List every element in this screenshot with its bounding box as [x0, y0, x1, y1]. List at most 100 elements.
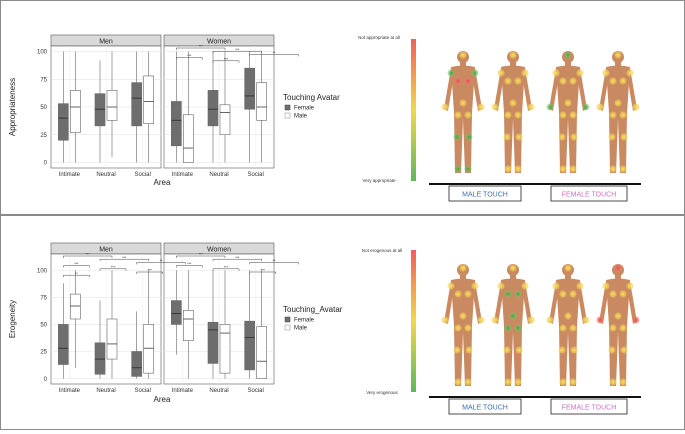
y-axis-ticks: 0 25 50 75 100: [37, 268, 48, 382]
significance-stars: ***: [86, 253, 91, 257]
body-legs: [504, 113, 522, 173]
heat-spot: [454, 378, 462, 386]
box-iqr: [106, 90, 118, 121]
body-figure: [596, 51, 640, 173]
heat-spot: [602, 282, 610, 290]
heat-spot: [564, 51, 572, 59]
heat-spot: [504, 111, 512, 119]
female-touch-box: [550, 185, 628, 202]
significance-stars: ***: [74, 262, 79, 266]
heat-spot: [569, 378, 577, 386]
heat-spot: [570, 133, 578, 141]
x-tick-label: Neutral: [96, 388, 115, 394]
heat-spot: [559, 378, 567, 386]
x-axis-title: Area: [154, 395, 171, 404]
heat-spot: [454, 324, 462, 332]
box-iqr: [58, 324, 69, 365]
legend-label-female: Female: [294, 318, 315, 324]
body-arm-left: [599, 68, 609, 111]
x-tick-label: Social: [247, 172, 263, 178]
box-series: [58, 51, 267, 163]
box-male: [106, 270, 118, 379]
significance-bracket: [176, 57, 203, 60]
heat-spot: [504, 324, 512, 332]
heat-spot: [453, 133, 461, 141]
box-iqr: [183, 310, 194, 341]
heat-spot: [497, 69, 505, 77]
box-iqr: [256, 82, 267, 121]
heat-spot: [464, 290, 472, 298]
body-torso: [556, 278, 580, 326]
male-touch-box: [448, 185, 522, 202]
body-neck: [460, 275, 466, 279]
heat-spot: [559, 290, 567, 298]
significance-stars: ***: [261, 269, 266, 273]
body-arm-right: [522, 281, 532, 324]
heat-spot: [521, 69, 529, 77]
heat-spot: [504, 165, 512, 173]
legend-label-male: Male: [294, 326, 308, 332]
y-tick-label: 100: [37, 268, 48, 274]
facet-label-men: Men: [99, 247, 113, 254]
significance-stars: ***: [199, 45, 204, 49]
y-axis-title: Appropriateness: [8, 78, 17, 136]
box-female: [131, 51, 142, 163]
significance-stars: ***: [235, 256, 240, 260]
heat-spot: [509, 264, 517, 272]
body-legs: [609, 326, 627, 386]
heat-spot: [570, 346, 578, 354]
box-iqr: [94, 93, 106, 127]
heat-spot: [527, 103, 535, 111]
box-iqr: [131, 351, 142, 377]
heat-spot: [552, 282, 560, 290]
box-female: [131, 311, 142, 379]
scale-label-bottom: Very erogenous: [366, 390, 398, 395]
heat-spot: [576, 69, 584, 77]
heat-spot: [564, 312, 572, 320]
heat-spot: [564, 264, 572, 272]
significance-stars: ***: [111, 265, 116, 269]
legend-label-male: Male: [294, 114, 308, 120]
body-figure: [441, 264, 485, 386]
heat-spot: [558, 346, 566, 354]
box-male: [70, 270, 81, 368]
legend-swatch-female: [284, 104, 291, 111]
significance-stars: ***: [224, 265, 229, 269]
heat-spot: [514, 111, 522, 119]
heat-spot: [596, 103, 604, 111]
body-arm-right: [627, 281, 637, 324]
heat-spot: [569, 111, 577, 119]
heat-spot: [453, 346, 461, 354]
box-iqr: [58, 103, 69, 141]
body-neck: [565, 275, 571, 279]
heat-spot: [582, 316, 590, 324]
heat-spot: [477, 316, 485, 324]
heat-spot: [559, 77, 567, 85]
significance-bracket: [63, 255, 113, 258]
heat-spot: [503, 346, 511, 354]
heat-spot: [576, 282, 584, 290]
body-figure: [441, 51, 485, 173]
body-arm-right: [472, 68, 482, 111]
heat-spot: [619, 290, 627, 298]
body-legs: [454, 113, 472, 173]
body-torso: [606, 65, 630, 113]
heat-spot: [609, 324, 617, 332]
x-axis-ticks: Intimate Neutral Social Intimate Neutral Soci…: [59, 172, 264, 178]
heat-spot: [491, 316, 499, 324]
body-arm-left: [444, 68, 454, 111]
y-tick-label: 0: [44, 377, 48, 383]
heat-spot: [546, 316, 554, 324]
box-iqr: [219, 324, 231, 374]
box-iqr: [207, 321, 219, 364]
heat-spot: [504, 378, 512, 386]
significance-bracket: [176, 265, 203, 268]
heat-spot: [614, 312, 622, 320]
heat-spot: [459, 312, 467, 320]
heat-spot: [515, 133, 523, 141]
legend-swatch-male: [284, 112, 291, 119]
heat-spot: [464, 165, 472, 173]
box-iqr: [171, 101, 182, 147]
significance-brackets: **************: [176, 45, 299, 63]
